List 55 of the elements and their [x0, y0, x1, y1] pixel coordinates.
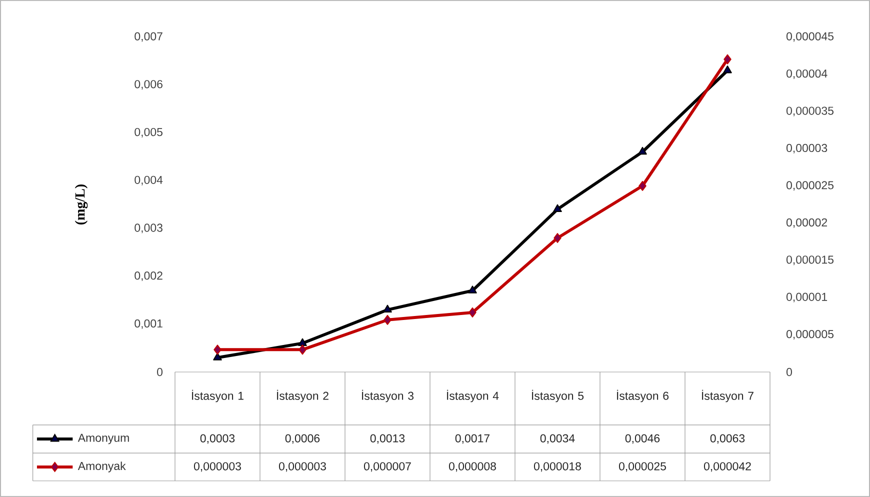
y2-tick-label: 0 — [786, 368, 792, 376]
point — [724, 54, 732, 64]
legend-label: Amonyak — [78, 462, 126, 472]
point — [554, 233, 562, 243]
x-tick-label: İstasyon 2 — [277, 390, 328, 402]
y2-tick-label: 0,00004 — [786, 69, 828, 79]
x-tick-label: İstasyon 7 — [702, 390, 754, 402]
y2-tick-label: 0,000035 — [786, 106, 834, 116]
data-label: 0,0034 — [540, 434, 575, 444]
data-label: 0,000018 — [534, 462, 581, 472]
data-label: 0,0063 — [710, 434, 745, 444]
x-tick-label: İstasyon 4 — [447, 390, 499, 402]
data-label: 0,0046 — [625, 434, 660, 444]
data-label: 0,000025 — [618, 462, 666, 472]
data-label: 0,000042 — [704, 462, 751, 472]
y-tick-label: 0,002 — [134, 272, 162, 282]
y-tick-label: 0,003 — [134, 224, 162, 234]
x-tick-label: İstasyon 3 — [362, 390, 414, 402]
point — [723, 66, 732, 74]
y2-tick-label: 0,00003 — [786, 144, 828, 154]
data-label: 0,000003 — [194, 462, 241, 472]
y2-tick-label: 0,00001 — [786, 292, 828, 302]
y-axis-title: (mg/L) — [74, 184, 88, 224]
data-label: 0,000007 — [364, 462, 411, 472]
data-label: 0,0017 — [455, 434, 490, 444]
legend-label: Amonyum — [78, 434, 129, 444]
y-tick-label: 0,004 — [134, 176, 163, 186]
data-label: 0,0013 — [370, 434, 405, 444]
y2-tick-label: 0,00002 — [786, 218, 828, 228]
data-label: 0,000003 — [278, 462, 326, 472]
x-tick-label: İstasyon 1 — [192, 390, 244, 402]
y-tick-label: 0,007 — [134, 32, 162, 42]
y2-tick-label: 0,000045 — [786, 32, 834, 42]
data-label: 0,0006 — [285, 434, 320, 444]
point — [213, 352, 222, 360]
point — [638, 180, 646, 191]
y2-tick-label: 0,000005 — [786, 330, 834, 340]
y-tick-label: 0,006 — [134, 80, 162, 90]
point — [638, 146, 647, 155]
point — [468, 286, 477, 294]
x-tick-label: İstasyon 5 — [532, 390, 584, 402]
point — [298, 338, 307, 346]
y2-tick-label: 0,000015 — [786, 256, 834, 266]
y-tick-label: 0,005 — [134, 128, 162, 138]
y-tick-label: 0 — [157, 368, 163, 376]
point — [468, 307, 476, 318]
point — [214, 344, 222, 355]
y-tick-label: 0,001 — [134, 319, 162, 329]
point — [553, 204, 562, 212]
x-tick-label: İstasyon 6 — [617, 390, 669, 402]
data-label: 0,0003 — [200, 434, 235, 444]
y2-tick-label: 0,000025 — [786, 181, 834, 191]
data-label: 0,000008 — [448, 462, 496, 472]
point — [298, 344, 306, 355]
point — [384, 314, 392, 325]
